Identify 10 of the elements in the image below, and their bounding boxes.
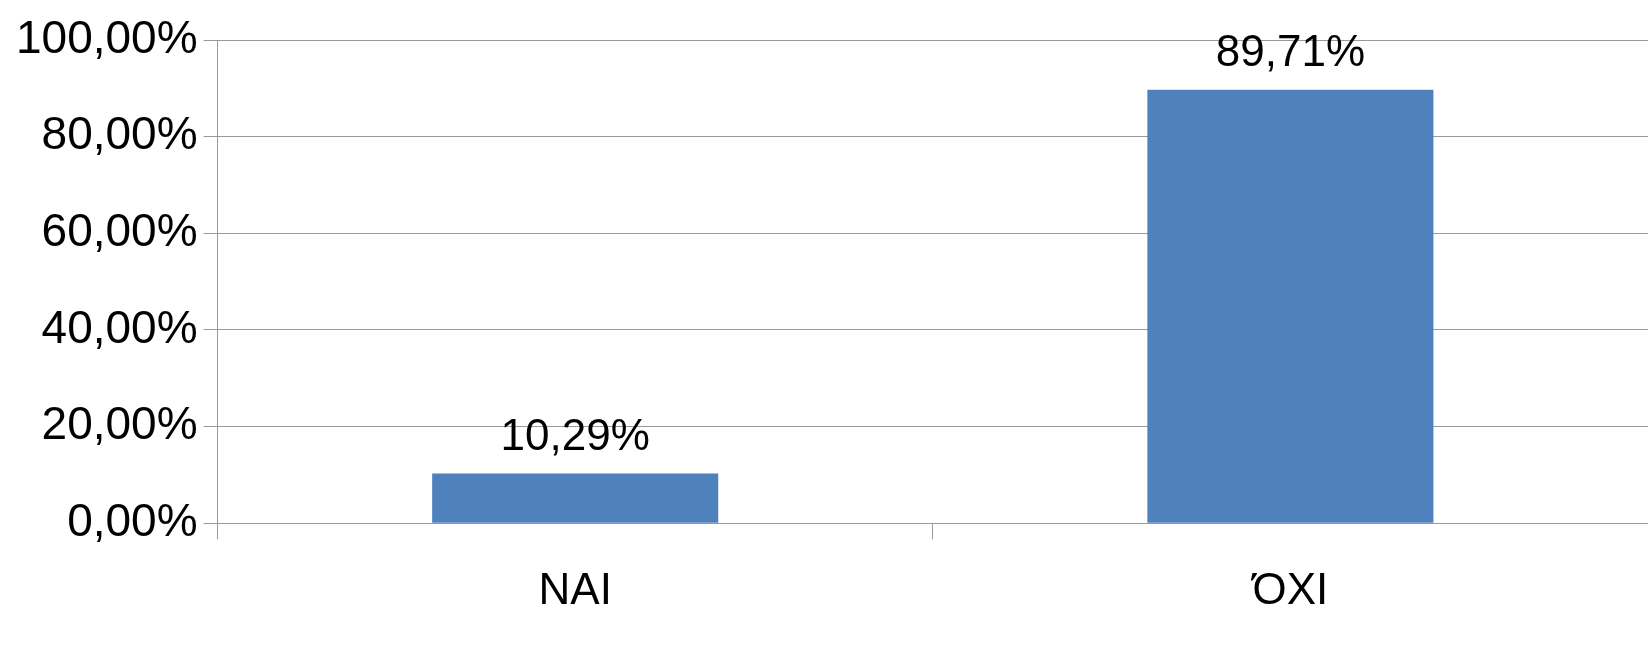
x-tick-label: ΝΑΙ [538,563,612,613]
y-tick-label: 80,00% [41,107,198,160]
y-tick-label: 20,00% [41,397,198,450]
data-label: 10,29% [500,409,650,459]
y-tick-label: 40,00% [41,300,198,353]
y-tick-label: 0,00% [67,493,198,546]
y-tick-label: 100,00% [15,10,198,63]
y-tick-label: 60,00% [41,203,198,256]
x-tick-label: ΌΧΙ [1250,563,1329,613]
data-label: 89,71% [1215,25,1366,75]
